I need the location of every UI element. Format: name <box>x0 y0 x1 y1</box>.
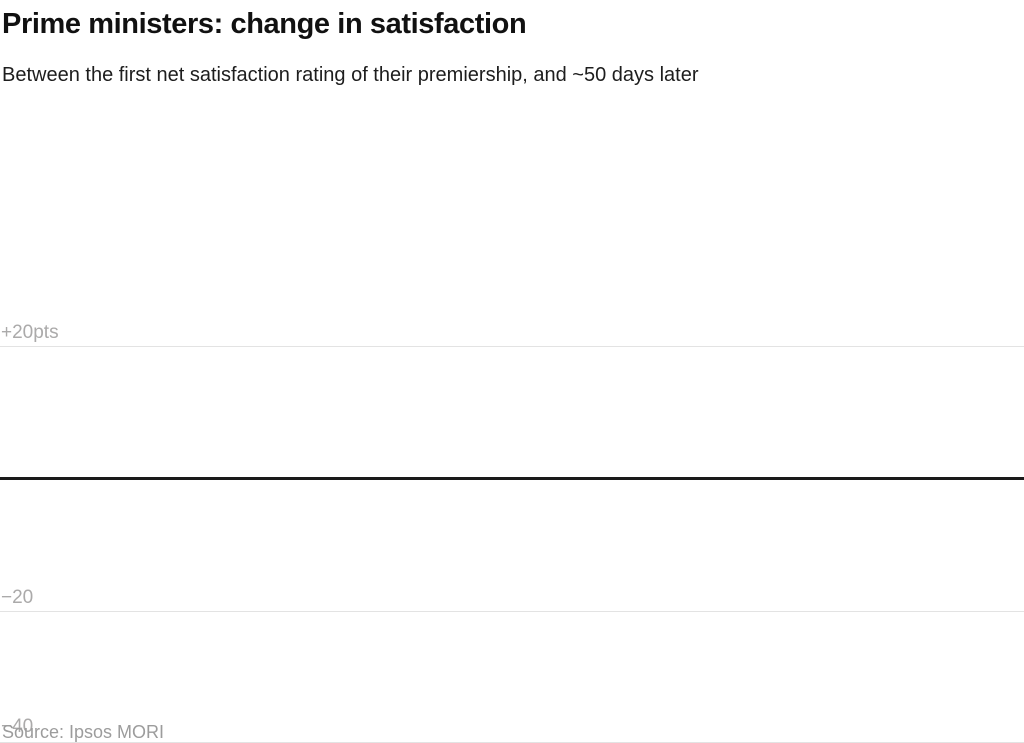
chart-title: Prime ministers: change in satisfaction <box>2 8 527 40</box>
y-tick-label-minus20: −20 <box>1 587 34 608</box>
chart-subtitle: Between the first net satisfaction ratin… <box>2 64 699 86</box>
y-tick-label-minus40: −40 <box>1 716 34 737</box>
source-note: Source: Ipsos MORI <box>2 722 165 742</box>
y-tick-label-plus20: +20pts <box>1 322 59 343</box>
gridline-minus20 <box>0 611 1024 612</box>
plot-area: +20pts −20 −40 <box>0 150 1024 743</box>
gridline-plus20 <box>0 346 1024 347</box>
zero-baseline-line <box>0 477 1024 480</box>
